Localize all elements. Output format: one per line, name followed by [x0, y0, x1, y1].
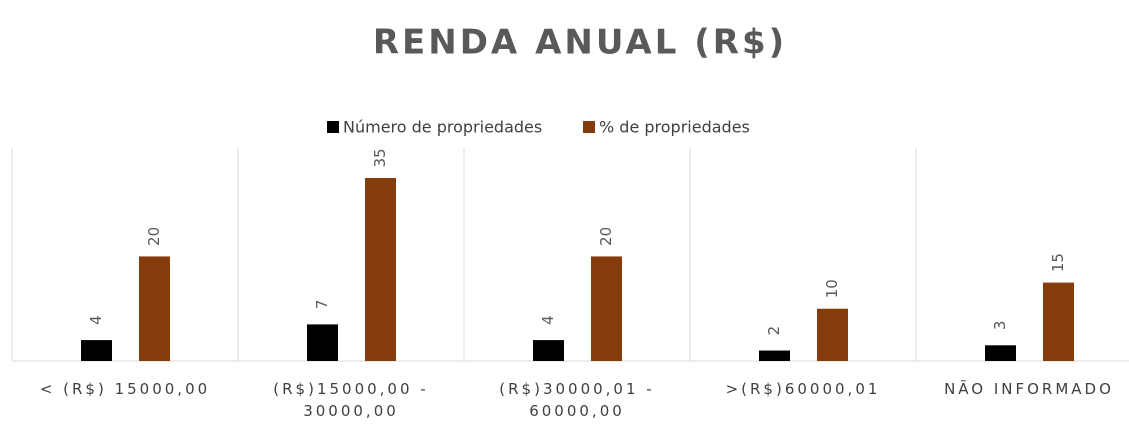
data-label: 3	[991, 321, 1009, 331]
bar	[985, 345, 1016, 361]
x-tick-label: (R$)15000,00 - 30000,00	[273, 380, 429, 420]
legend-label: Número de propriedades	[343, 118, 542, 137]
data-label: 7	[313, 300, 331, 310]
chart-title: RENDA ANUAL (R$)	[373, 23, 787, 63]
bar	[307, 324, 338, 361]
x-tick-label: < (R$) 15000,00	[39, 380, 211, 398]
data-label: 10	[823, 279, 841, 298]
x-tick-label: >(R$)60000,01	[725, 380, 881, 398]
legend-swatch	[327, 121, 339, 133]
legend-swatch	[583, 121, 595, 133]
data-label: 4	[87, 315, 105, 325]
bar	[365, 178, 396, 361]
bar	[139, 256, 170, 361]
bar	[1043, 282, 1074, 361]
data-label: 20	[597, 227, 615, 246]
x-tick-label: (R$)30000,01 - 60000,00	[499, 380, 655, 420]
data-label: 35	[371, 148, 389, 167]
legend-label: % de propriedades	[599, 118, 750, 137]
x-tick-label: NÃO INFORMADO	[944, 380, 1114, 398]
bar	[533, 340, 564, 361]
data-label: 4	[539, 315, 557, 325]
bar	[81, 340, 112, 361]
bar	[817, 308, 848, 361]
bar	[591, 256, 622, 361]
data-label: 2	[765, 326, 783, 336]
bar	[759, 350, 790, 361]
data-label: 20	[145, 227, 163, 246]
data-label: 15	[1049, 253, 1067, 272]
